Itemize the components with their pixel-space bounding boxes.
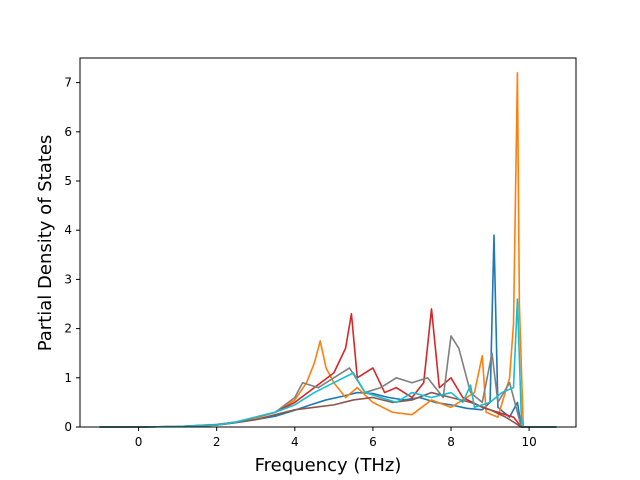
x-tick-label: 0 [135, 435, 143, 449]
y-tick-label: 7 [64, 76, 72, 90]
y-tick-label: 1 [64, 371, 72, 385]
y-tick-label: 3 [64, 272, 72, 286]
y-tick-label: 2 [64, 322, 72, 336]
y-axis-ticks: 0 1 2 3 4 5 6 7 [64, 76, 80, 434]
y-tick-label: 4 [64, 223, 72, 237]
series-layer [99, 71, 557, 428]
y-tick-label: 6 [64, 125, 72, 139]
pdos-series-line-6 [99, 298, 557, 428]
y-tick-label: 5 [64, 174, 72, 188]
x-tick-label: 2 [213, 435, 221, 449]
x-tick-label: 4 [291, 435, 299, 449]
plot-frame [79, 57, 577, 428]
x-axis-label: Frequency (THz) [255, 455, 402, 476]
y-tick-label: 0 [64, 420, 72, 434]
x-tick-label: 8 [447, 435, 455, 449]
y-axis-label: Partial Density of States [35, 135, 56, 352]
x-tick-label: 10 [521, 435, 536, 449]
x-tick-label: 6 [369, 435, 377, 449]
x-axis-ticks: 0 2 4 6 8 10 [135, 427, 537, 449]
